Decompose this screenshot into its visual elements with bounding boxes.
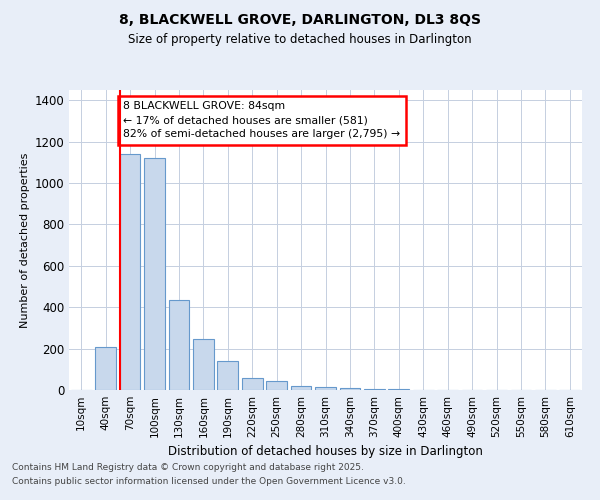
Text: Contains HM Land Registry data © Crown copyright and database right 2025.: Contains HM Land Registry data © Crown c… [12,462,364,471]
Text: Size of property relative to detached houses in Darlington: Size of property relative to detached ho… [128,32,472,46]
Bar [315,387,336,390]
X-axis label: Distribution of detached houses by size in Darlington: Distribution of detached houses by size … [168,445,483,458]
Bar [119,154,140,390]
Bar [242,378,263,390]
Bar [266,380,287,390]
Bar [290,386,311,390]
Bar [193,340,214,390]
Text: 8 BLACKWELL GROVE: 84sqm
← 17% of detached houses are smaller (581)
82% of semi-: 8 BLACKWELL GROVE: 84sqm ← 17% of detach… [124,102,400,140]
Bar [144,158,165,390]
Text: 8, BLACKWELL GROVE, DARLINGTON, DL3 8QS: 8, BLACKWELL GROVE, DARLINGTON, DL3 8QS [119,12,481,26]
Bar [95,346,116,390]
Text: Contains public sector information licensed under the Open Government Licence v3: Contains public sector information licen… [12,478,406,486]
Bar [169,300,190,390]
Bar [217,361,238,390]
Bar [364,389,385,390]
Y-axis label: Number of detached properties: Number of detached properties [20,152,30,328]
Bar [340,388,361,390]
